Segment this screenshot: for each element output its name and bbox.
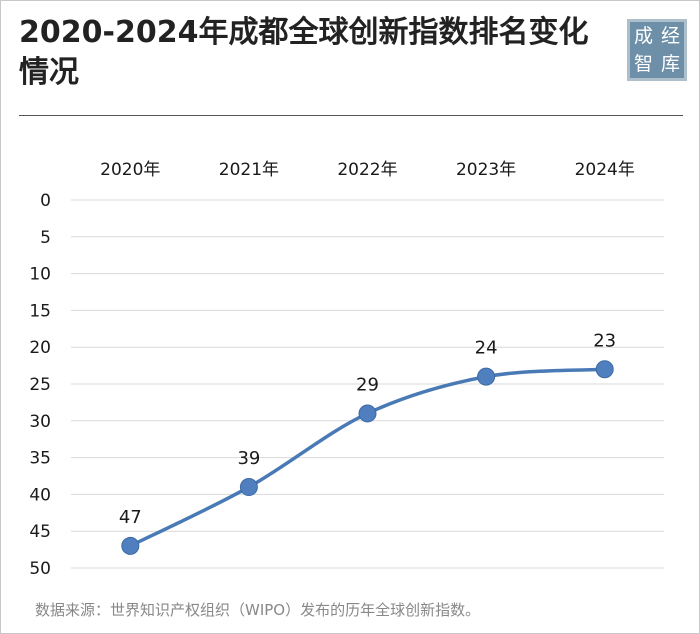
y-tick-label: 50 [29, 559, 51, 579]
logo-char-2: 经 [660, 24, 680, 47]
y-tick-label: 35 [29, 449, 51, 469]
y-tick-label: 0 [40, 191, 51, 211]
data-point [121, 536, 140, 555]
data-label: 29 [356, 374, 379, 395]
x-tick-label: 2023年 [456, 160, 516, 180]
data-point [595, 360, 614, 379]
logo-char-4: 库 [660, 52, 680, 75]
data-point [477, 367, 496, 386]
data-labels: 47 39 29 24 23 [119, 330, 616, 528]
data-point [358, 404, 377, 423]
x-axis-ticks: 2020年 2021年 2022年 2023年 2024年 [100, 160, 635, 180]
title-divider [19, 115, 683, 116]
y-tick-label: 5 [40, 228, 51, 248]
logo-badge: 成 经 智 库 [627, 19, 687, 81]
x-tick-label: 2020年 [100, 160, 160, 180]
data-point [239, 478, 258, 497]
data-label: 39 [237, 448, 260, 469]
y-tick-label: 20 [29, 338, 51, 358]
data-label: 24 [475, 338, 498, 359]
y-tick-label: 10 [29, 265, 51, 285]
chart-title: 2020-2024年成都全球创新指数排名变化情况 [19, 15, 589, 90]
x-tick-label: 2021年 [219, 160, 279, 180]
y-tick-label: 25 [29, 375, 51, 395]
logo-char-3: 智 [633, 52, 653, 75]
y-tick-label: 30 [29, 412, 51, 432]
data-label: 47 [119, 507, 142, 528]
x-tick-label: 2022年 [337, 160, 397, 180]
y-tick-label: 40 [29, 485, 51, 505]
gridlines [71, 199, 664, 569]
data-label: 23 [593, 330, 616, 351]
logo-char-1: 成 [633, 24, 653, 47]
x-tick-label: 2024年 [575, 160, 635, 180]
data-points [121, 360, 614, 555]
y-axis-ticks: 0 5 10 15 20 25 30 35 40 45 50 [29, 191, 51, 579]
y-tick-label: 45 [29, 522, 51, 542]
source-note: 数据来源：世界知识产权组织（WIPO）发布的历年全球创新指数。 [35, 601, 481, 619]
y-tick-label: 15 [29, 301, 51, 321]
